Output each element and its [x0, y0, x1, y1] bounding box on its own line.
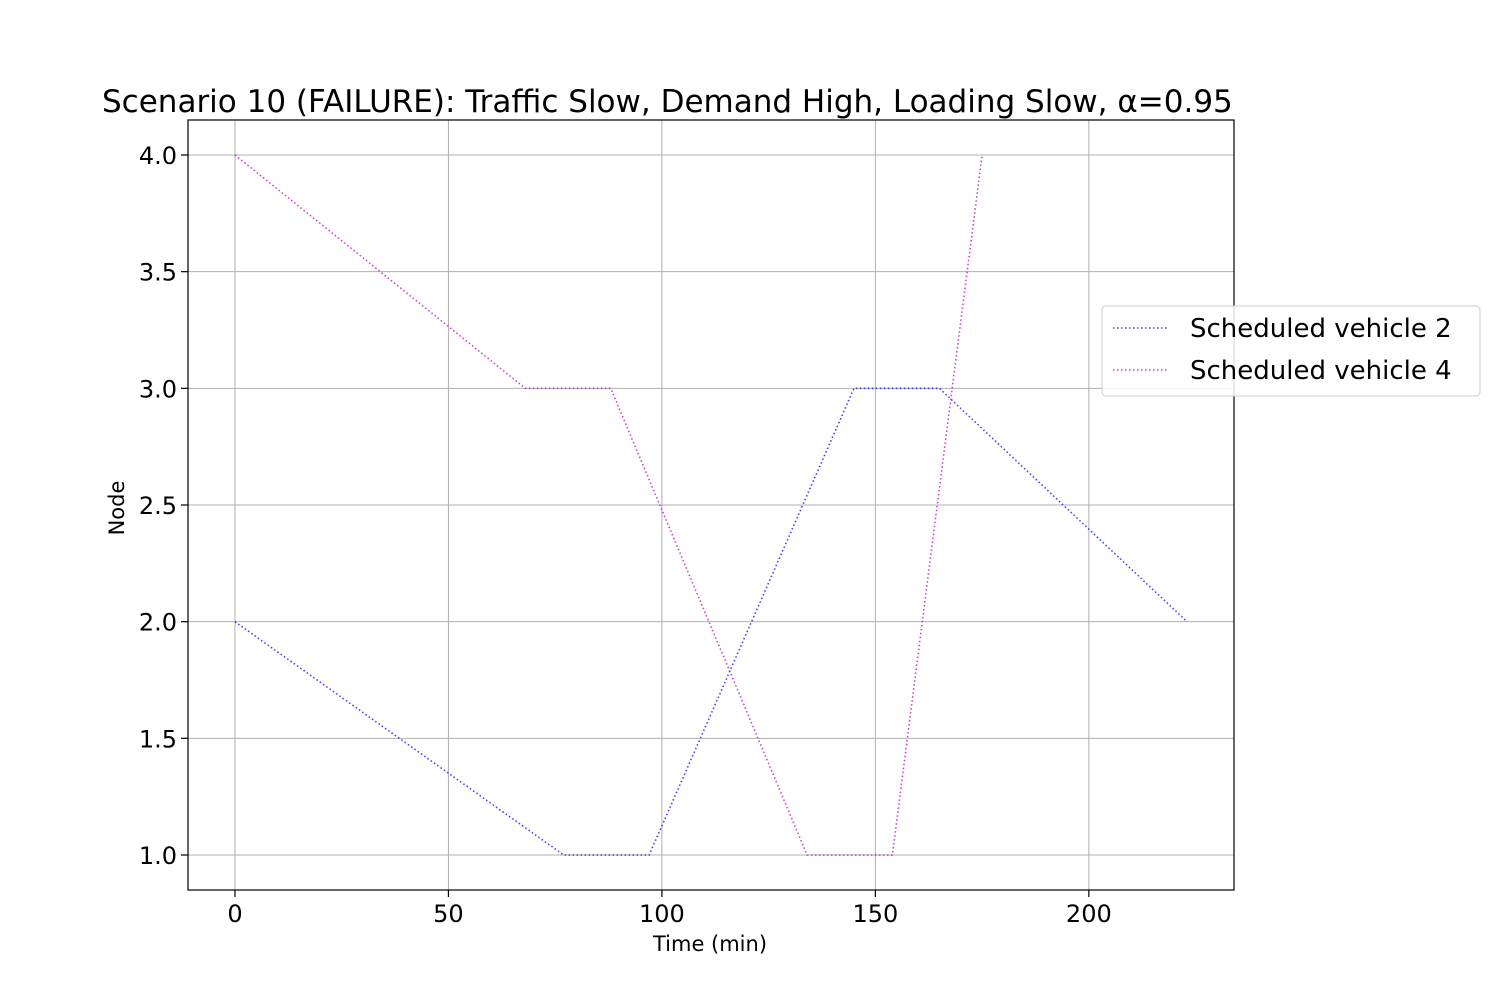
x-tick-label: 0 [227, 900, 242, 928]
x-tick-label: 150 [852, 900, 898, 928]
grid [188, 120, 1234, 890]
x-axis: 0 50 100 150 200 [227, 890, 1112, 928]
y-axis-label: Node [105, 481, 129, 536]
x-axis-label: Time (min) [652, 932, 767, 956]
y-tick-label: 4.0 [139, 142, 177, 170]
legend: Scheduled vehicle 2 Scheduled vehicle 4 [1101, 305, 1481, 397]
y-tick-label: 1.0 [139, 842, 177, 870]
y-tick-label: 3.5 [139, 259, 177, 287]
chart-title: Scenario 10 (FAILURE): Traffic Slow, Dem… [102, 84, 1233, 120]
series-line-1 [234, 387, 1188, 856]
y-axis: 1.0 1.5 2.0 2.5 3.0 3.5 4.0 [139, 142, 188, 870]
y-tick-label: 3.0 [139, 375, 177, 403]
y-tick-label: 1.5 [139, 725, 177, 753]
series-layer [234, 154, 1188, 856]
x-tick-label: 200 [1066, 900, 1112, 928]
x-tick-label: 100 [639, 900, 685, 928]
x-tick-label: 50 [433, 900, 464, 928]
y-tick-label: 2.5 [139, 492, 177, 520]
legend-label: Scheduled vehicle 4 [1190, 356, 1452, 386]
legend-box [1101, 305, 1481, 397]
legend-label: Scheduled vehicle 2 [1190, 314, 1452, 344]
y-tick-label: 2.0 [139, 609, 177, 637]
